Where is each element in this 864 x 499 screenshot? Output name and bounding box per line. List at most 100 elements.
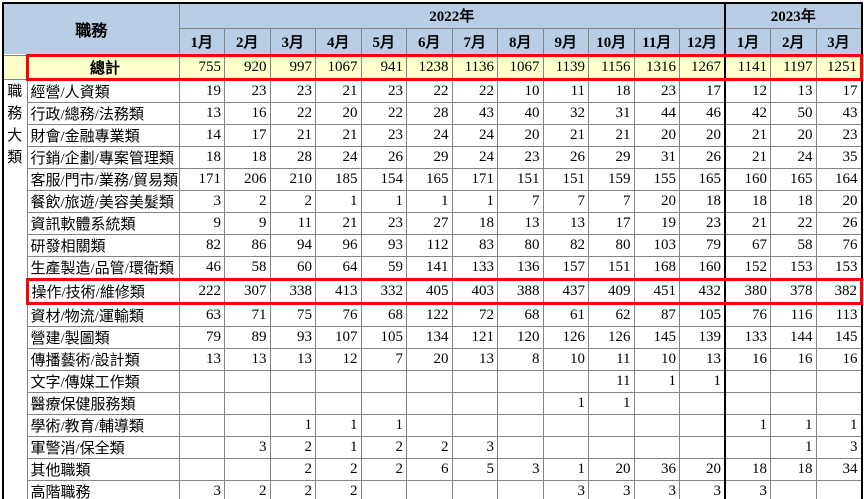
data-cell: 93	[360, 233, 408, 257]
data-cell	[406, 369, 453, 393]
data-cell: 46	[178, 255, 226, 280]
data-cell: 1	[315, 189, 362, 213]
data-cell: 14	[178, 123, 226, 147]
data-cell	[542, 413, 590, 437]
row-label: 醫療保健服務類	[26, 391, 180, 415]
data-cell: 26	[679, 145, 727, 169]
data-cell: 17	[224, 123, 271, 147]
total-row-label: 總計	[25, 53, 180, 81]
data-cell: 1	[815, 413, 863, 437]
data-cell: 76	[724, 302, 772, 327]
data-cell	[315, 391, 362, 415]
data-cell: 3	[497, 457, 544, 481]
year-header-row: 職務 2022年 2023年	[2, 2, 863, 56]
data-cell: 151	[497, 167, 544, 191]
data-cell: 46	[679, 101, 727, 125]
data-cell: 23	[815, 123, 863, 147]
data-cell: 24	[451, 145, 499, 169]
data-cell: 7	[360, 347, 408, 371]
data-cell: 18	[724, 189, 772, 213]
row-label: 經營/人資類	[26, 78, 180, 103]
data-cell	[588, 413, 635, 437]
month-header: 1月	[178, 27, 226, 56]
data-cell: 378	[770, 277, 817, 305]
data-cell: 159	[588, 167, 635, 191]
data-cell: 87	[633, 302, 681, 327]
data-cell: 1	[770, 413, 817, 437]
data-cell: 18	[224, 145, 271, 169]
data-cell: 24	[451, 123, 499, 147]
data-cell: 68	[360, 302, 408, 327]
data-cell: 133	[451, 255, 499, 280]
table-row: 其他職類 2 2 2 6 5 3 1 20 36 20 18 18 34	[3, 457, 863, 481]
data-cell	[360, 479, 408, 499]
data-cell: 50	[770, 101, 817, 125]
data-cell: 21	[315, 123, 362, 147]
data-cell: 20	[315, 101, 362, 125]
total-cell: 1197	[770, 53, 817, 81]
data-cell: 126	[542, 325, 590, 349]
data-cell: 1	[724, 413, 772, 437]
data-cell: 145	[633, 325, 681, 349]
total-row: 總計 755 920 997 1067 941 1238 1136 1067 1139 1156 13…	[2, 53, 864, 81]
data-cell	[497, 391, 544, 415]
data-cell: 1	[451, 189, 499, 213]
data-cell: 171	[451, 167, 499, 191]
data-cell: 10	[633, 347, 681, 371]
data-cell: 75	[269, 302, 317, 327]
row-label: 軍警消/保全類	[26, 435, 180, 459]
month-header-row: 1月 2月 3月 4月 5月 6月 7月 8月 9月 10月 11月 12月 1月 2月 3月	[3, 27, 863, 56]
month-header: 3月	[269, 27, 317, 56]
data-cell	[542, 369, 590, 393]
data-cell: 13	[497, 211, 544, 235]
total-cell: 1067	[315, 53, 362, 81]
data-cell: 3	[724, 479, 772, 499]
data-cell: 16	[724, 347, 772, 371]
month-header: 5月	[360, 27, 408, 56]
month-header: 11月	[633, 27, 681, 56]
data-cell: 24	[406, 123, 453, 147]
data-cell: 89	[224, 325, 271, 349]
data-cell: 20	[633, 123, 681, 147]
data-cell: 151	[588, 255, 635, 280]
data-cell: 18	[679, 189, 727, 213]
data-cell: 2	[269, 435, 317, 459]
data-cell: 27	[406, 211, 453, 235]
data-cell: 18	[724, 457, 772, 481]
table-row: 營建/製圖類 79 89 93 107 105 134 121 120 126 126 145 139 1…	[3, 325, 863, 349]
data-cell: 168	[633, 255, 681, 280]
month-header: 1月	[724, 27, 772, 56]
data-cell: 2	[360, 457, 408, 481]
data-cell: 17	[588, 211, 635, 235]
data-cell: 20	[679, 457, 727, 481]
data-cell: 86	[224, 233, 271, 257]
data-cell: 13	[178, 347, 226, 371]
data-cell: 3	[224, 435, 271, 459]
data-cell: 9	[178, 211, 226, 235]
data-cell: 3	[542, 479, 590, 499]
data-cell	[497, 369, 544, 393]
data-cell: 7	[588, 189, 635, 213]
data-cell: 9	[224, 211, 271, 235]
data-cell	[269, 391, 317, 415]
data-cell: 10	[542, 347, 590, 371]
data-cell	[679, 391, 727, 415]
data-cell: 31	[588, 101, 635, 125]
data-cell: 126	[588, 325, 635, 349]
data-cell: 68	[497, 302, 544, 327]
data-cell: 20	[588, 457, 635, 481]
data-cell: 28	[269, 145, 317, 169]
data-cell: 21	[588, 123, 635, 147]
data-cell	[815, 391, 863, 415]
data-cell: 42	[724, 101, 772, 125]
data-cell: 76	[815, 233, 863, 257]
data-cell: 1	[315, 413, 362, 437]
data-cell	[451, 479, 499, 499]
row-label: 其他職類	[26, 457, 180, 481]
data-cell: 62	[588, 302, 635, 327]
data-cell: 23	[679, 211, 727, 235]
data-cell: 44	[633, 101, 681, 125]
row-label: 行政/總務/法務類	[26, 101, 180, 125]
data-cell: 160	[724, 167, 772, 191]
table-row: 資材/物流/運輸類 63 71 75 76 68 122 72 68 61 62 87 105 76 116…	[3, 302, 863, 327]
